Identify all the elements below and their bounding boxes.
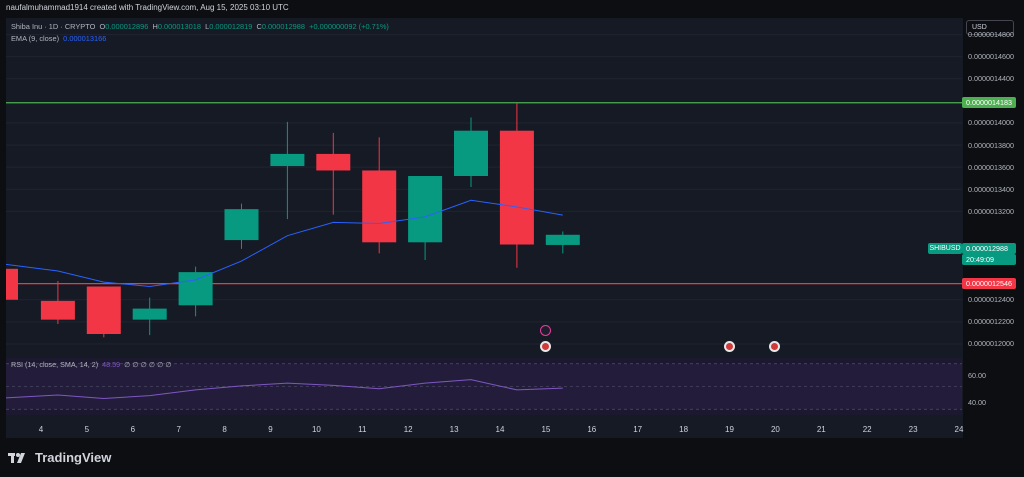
countdown-tag: 20:49:09: [962, 254, 1016, 265]
rsi-legend[interactable]: RSI (14, close, SMA, 14, 2) 48.59 ∅ ∅ ∅ …: [11, 360, 172, 369]
ema-legend[interactable]: EMA (9, close) 0.000013166: [11, 34, 106, 43]
price-tick-label: 0.0000012400: [968, 295, 1014, 305]
time-tick-label: 4: [38, 425, 44, 434]
event-flag-icon[interactable]: [769, 341, 780, 352]
candle-body: [499, 130, 534, 245]
close-value: 0.000012988: [261, 22, 306, 31]
price-tick-label: 0.0000012200: [968, 317, 1014, 327]
price-tick-label: 0.0000014800: [968, 30, 1014, 40]
time-tick-label: 23: [908, 425, 918, 434]
symbol-label[interactable]: Shiba Inu · 1D · CRYPTO: [11, 22, 96, 31]
ema-label: EMA (9, close): [11, 34, 60, 43]
candle-body: [224, 209, 259, 241]
tradingview-logo-icon: [8, 452, 25, 463]
candle-body: [132, 308, 167, 320]
candle-body: [6, 268, 18, 300]
candle-body: [408, 176, 443, 243]
time-tick-label: 22: [862, 425, 872, 434]
last-price-tag: 0.000012988: [962, 243, 1016, 254]
time-tick-label: 14: [495, 425, 505, 434]
support-price-tag: 0.0000012546: [962, 278, 1016, 290]
price-tick-label: 0.0000012000: [968, 339, 1014, 349]
time-tick-label: 7: [176, 425, 181, 434]
author-line: naufalmuhammad1914 created with TradingV…: [6, 3, 289, 12]
time-tick-label: 8: [222, 425, 227, 434]
time-tick-label: 16: [587, 425, 597, 434]
price-tick-label: 0.0000014600: [968, 52, 1014, 62]
rsi-tick-40: 40.00: [968, 398, 986, 407]
ema-value: 0.000013166: [63, 34, 107, 43]
event-lightning-icon[interactable]: [540, 325, 551, 336]
candle-body: [545, 234, 580, 245]
time-tick-label: 17: [633, 425, 643, 434]
price-tick-label: 0.0000014000: [968, 118, 1014, 128]
high-value: 0.000013018: [157, 22, 201, 31]
time-tick-label: 15: [541, 425, 551, 434]
time-tick-label: 24: [954, 425, 964, 434]
price-tick-label: 0.0000014400: [968, 74, 1014, 84]
open-value: 0.000012896: [105, 22, 149, 31]
ema-line: [5, 199, 563, 287]
time-tick-label: 12: [403, 425, 413, 434]
price-tick-label: 0.0000013400: [968, 184, 1014, 194]
time-tick-label: 21: [816, 425, 826, 434]
rsi-label: RSI (14, close, SMA, 14, 2): [11, 360, 99, 369]
time-tick-label: 18: [679, 425, 689, 434]
rsi-band: [6, 363, 962, 410]
rsi-placeholders: ∅ ∅ ∅ ∅ ∅ ∅: [124, 360, 172, 369]
candle-body: [86, 286, 121, 335]
symbol-price-tag: SHIBUSD: [928, 243, 962, 254]
rsi-line: [5, 379, 563, 399]
time-tick-label: 20: [770, 425, 780, 434]
time-tick-label: 10: [311, 425, 321, 434]
time-tick-label: 5: [84, 425, 90, 434]
price-tick-label: 0.0000013200: [968, 206, 1014, 216]
candle-body: [362, 170, 397, 243]
brand-logo[interactable]: TradingView: [8, 450, 111, 465]
currency-button[interactable]: USD: [966, 20, 1014, 35]
candle-body: [454, 130, 488, 177]
candle-body: [40, 300, 75, 320]
candle-body: [270, 153, 305, 167]
rsi-tick-60: 60.00: [968, 371, 986, 380]
event-flag-icon[interactable]: [724, 341, 735, 352]
time-tick-label: 6: [130, 425, 136, 434]
time-tick-label: 19: [725, 425, 734, 434]
time-tick-label: 9: [268, 425, 273, 434]
brand-name: TradingView: [35, 450, 112, 465]
candle-body: [316, 153, 351, 171]
event-flag-icon[interactable]: [540, 341, 551, 352]
price-tick-label: 0.0000013800: [968, 140, 1014, 150]
price-tick-label: 0.0000013600: [968, 162, 1014, 172]
time-tick-label: 13: [449, 425, 459, 434]
change-value: +0.000000092 (+0.71%): [309, 22, 389, 31]
left-margin: [0, 18, 6, 355]
ohlc-legend: Shiba Inu · 1D · CRYPTO O0.000012896 H0.…: [11, 22, 389, 31]
rsi-value: 48.59: [102, 360, 121, 369]
resistance-price-tag: 0.0000014183: [962, 97, 1016, 109]
time-tick-label: 11: [358, 425, 367, 434]
low-value: 0.000012819: [209, 22, 253, 31]
candle-body: [178, 272, 213, 306]
